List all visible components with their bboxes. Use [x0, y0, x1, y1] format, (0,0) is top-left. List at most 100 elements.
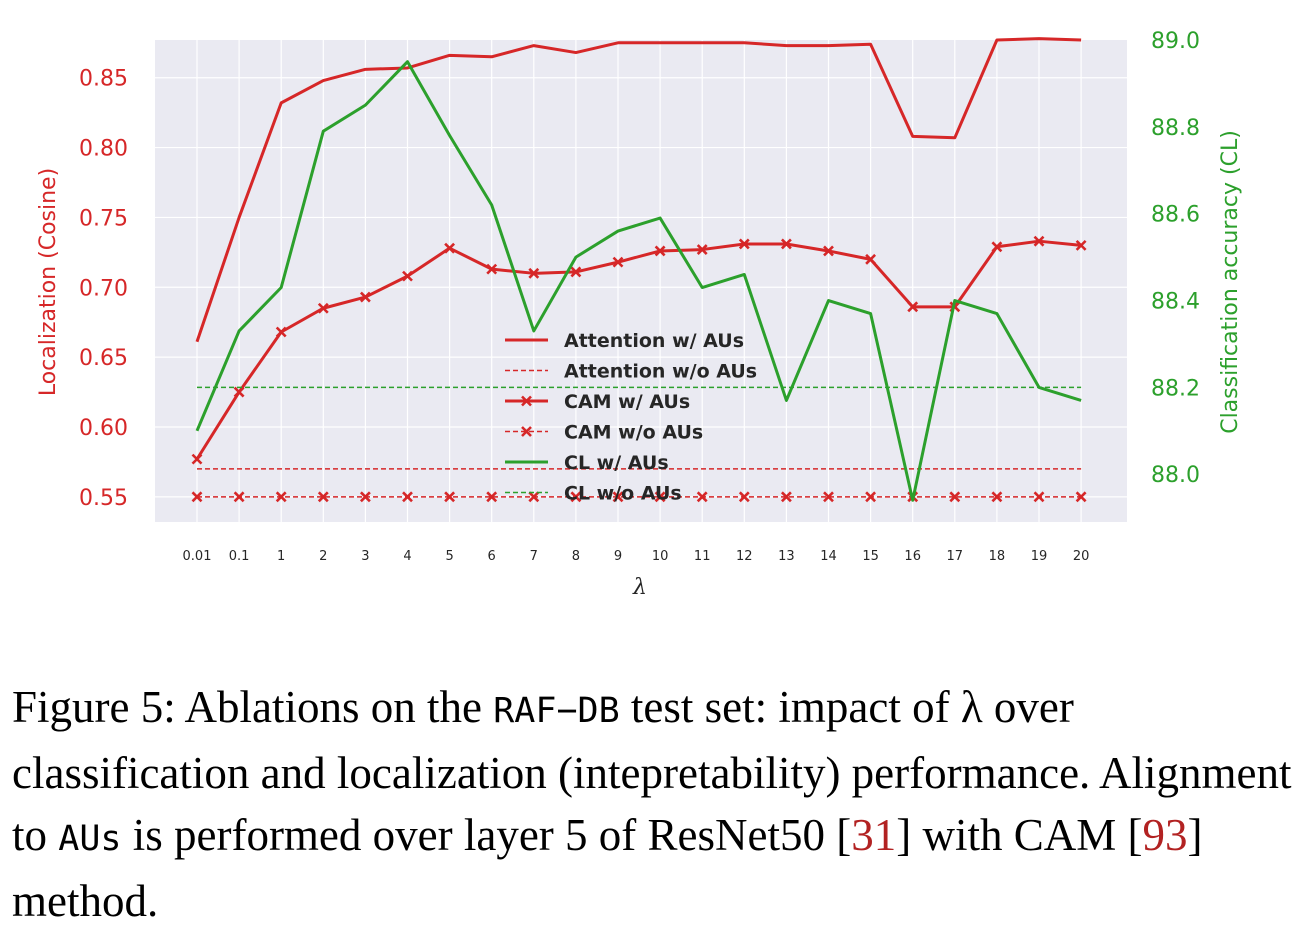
series-point-cam-w-aus [654, 245, 666, 257]
series-point-cam-w-aus [823, 245, 834, 257]
series-point-cam-w-aus [780, 238, 792, 250]
series-group [191, 37, 1087, 503]
x-tick-label: 14 [820, 549, 837, 564]
x-tick-label: 15 [862, 549, 879, 564]
series-point-cam-w-aus [402, 270, 413, 282]
series-point-cam-w-o-aus [738, 491, 750, 503]
series-point-cam-w-o-aus [865, 491, 877, 503]
caption-citation-1[interactable]: 31 [851, 810, 897, 860]
series-point-cam-w-o-aus [317, 491, 329, 503]
y-right-tick-label: 88.0 [1151, 463, 1200, 488]
series-point-cam-w-aus [570, 266, 582, 278]
x-tick-label: 8 [572, 549, 580, 564]
y-right-tick-label: 88.8 [1151, 116, 1200, 141]
x-tick-label: 20 [1073, 549, 1090, 564]
legend-label: Attention w/o AUs [564, 361, 757, 383]
y-left-tick-label: 0.55 [79, 486, 128, 511]
series-point-cam-w-o-aus [823, 491, 834, 503]
x-tick-label: 19 [1031, 549, 1048, 564]
series-point-cam-w-aus [528, 267, 540, 279]
series-point-cam-w-aus [191, 453, 203, 465]
y-left-tick-label: 0.75 [79, 206, 128, 231]
y-left-tick-label: 0.60 [79, 416, 128, 441]
series-point-cam-w-o-aus [359, 491, 371, 503]
series-point-cam-w-o-aus [1075, 491, 1087, 503]
series-line-cl-w-aus [195, 60, 1082, 502]
legend-label: CL w/ AUs [564, 452, 669, 474]
series-point-cam-w-o-aus [1033, 491, 1045, 503]
series-point-cam-w-aus [865, 253, 877, 265]
figure-caption: Figure 5: Ablations on the RAF−DB test s… [12, 676, 1302, 932]
series-point-cam-w-aus [233, 386, 245, 398]
series-point-cam-w-o-aus [275, 491, 287, 503]
plot-background [155, 40, 1127, 522]
series-point-cam-w-o-aus [612, 491, 624, 503]
legend-marker [521, 426, 532, 437]
caption-text-2: is performed over layer 5 of ResNet50 [ [121, 810, 852, 860]
series-point-cam-w-o-aus [233, 491, 245, 503]
series-point-cam-w-o-aus [654, 491, 666, 503]
series-point-cam-w-aus [738, 238, 750, 250]
y-left-tick-label: 0.65 [79, 346, 128, 371]
series-point-cam-w-o-aus [780, 491, 792, 503]
series-point-cam-w-o-aus [696, 491, 708, 503]
caption-citation-2[interactable]: 93 [1142, 810, 1188, 860]
x-tick-label: 6 [488, 549, 496, 564]
legend-label: CL w/o AUs [564, 483, 682, 505]
x-tick-label: 13 [778, 549, 795, 564]
y-left-tick-label: 0.70 [79, 276, 128, 301]
tick-labels: 0.01 0.1 1 2 3 4 5 6 7 8 9 10 11 12 13 14 15 16 17 18 19 200.… [79, 29, 1200, 564]
series-point-cam-w-aus [317, 302, 329, 314]
series-point-cam-w-o-aus [949, 491, 961, 503]
series-point-cam-w-o-aus [991, 491, 1003, 503]
y-axis-left-label: Localization (Cosine) [36, 168, 61, 396]
x-tick-label: 17 [947, 549, 964, 564]
x-tick-label: 9 [614, 549, 622, 564]
y-axis-right-label: Classification accuracy (CL) [1218, 130, 1243, 434]
series-point-cam-w-aus [444, 242, 456, 254]
x-tick-label: 2 [319, 549, 327, 564]
series-point-cam-w-aus [486, 263, 498, 275]
series-point-cam-w-aus [275, 326, 287, 338]
x-tick-label: 1 [277, 549, 285, 564]
x-tick-label: 10 [652, 549, 669, 564]
y-right-tick-label: 89.0 [1151, 29, 1200, 54]
y-right-tick-label: 88.4 [1151, 290, 1200, 315]
series-point-cam-w-aus [907, 301, 919, 313]
y-left-tick-label: 0.80 [79, 137, 128, 162]
x-axis-label: λ [632, 575, 647, 600]
series-point-cam-w-aus [1033, 235, 1045, 247]
series-line-cam-w-aus [195, 239, 1082, 460]
x-tick-label: 4 [403, 549, 411, 564]
legend-label: CAM w/ AUs [564, 391, 690, 413]
caption-text-1: test set: impact of λ over classificatio… [12, 682, 1292, 860]
series-point-cam-w-aus [696, 244, 708, 255]
series-point-cam-w-aus [612, 256, 624, 268]
caption-aus: AUs [58, 819, 122, 859]
caption-prefix: Figure 5: Ablations on the [12, 682, 494, 732]
x-tick-label: 0.1 [229, 549, 250, 564]
caption-suffix: ] method. [12, 810, 1203, 926]
series-point-cam-w-aus [359, 291, 371, 303]
series-point-cam-w-o-aus [191, 491, 203, 503]
series-point-cam-w-o-aus [528, 491, 540, 503]
legend-label: CAM w/o AUs [564, 422, 703, 444]
series-point-cam-w-o-aus [402, 491, 413, 503]
legend-marker [521, 395, 532, 407]
x-tick-label: 12 [736, 549, 753, 564]
legend: Attention w/ AUs Attention w/o AUs CAM w/ … [505, 330, 757, 505]
x-tick-label: 18 [989, 549, 1006, 564]
x-tick-label: 5 [445, 549, 453, 564]
x-tick-label: 0.01 [183, 549, 212, 564]
series-point-cam-w-o-aus [570, 491, 582, 503]
x-tick-label: 11 [694, 549, 711, 564]
caption-dataset: RAF−DB [493, 691, 620, 731]
y-right-tick-label: 88.2 [1151, 376, 1200, 401]
series-point-cam-w-aus [1075, 239, 1087, 251]
caption-text-3: ] with CAM [ [896, 810, 1143, 860]
x-tick-label: 16 [904, 549, 921, 564]
series-point-cam-w-o-aus [444, 491, 456, 503]
y-left-tick-label: 0.85 [79, 67, 128, 92]
x-tick-label: 7 [530, 549, 538, 564]
x-tick-label: 3 [361, 549, 369, 564]
